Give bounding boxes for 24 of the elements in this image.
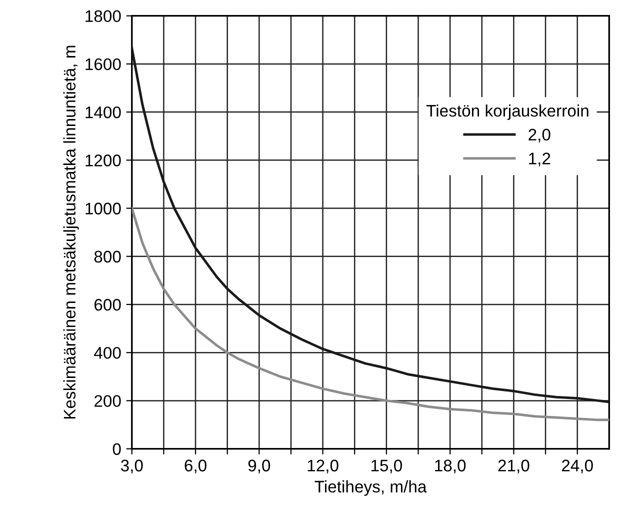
y-tick-label: 1200	[86, 154, 121, 166]
x-tick-label: 9,0	[248, 460, 270, 474]
y-tick-label: 1600	[86, 58, 121, 70]
x-axis-title: Tietiheys, m/ha	[314, 480, 427, 496]
y-tick-label: 1400	[86, 106, 121, 118]
x-tick-label: 3,0	[120, 460, 143, 474]
x-tick-label: 21,0	[498, 460, 530, 474]
legend-label: 1,2	[529, 152, 550, 166]
x-tick-label: 12,0	[308, 460, 338, 474]
legend-title: Tiestön korjauskerroin	[426, 104, 588, 120]
x-tick-label: 18,0	[435, 460, 466, 474]
y-tick-label: 0	[112, 443, 121, 456]
x-tick-label: 15,0	[371, 460, 402, 474]
line-series	[132, 207, 610, 422]
y-tick-label: 600	[94, 298, 121, 311]
y-tick-label: 400	[94, 346, 121, 359]
y-tick-label: 1800	[86, 10, 121, 22]
x-tick-label: 6,0	[184, 460, 206, 474]
legend-label: 2,0	[528, 128, 550, 143]
y-tick-label: 200	[94, 395, 121, 407]
y-tick-label: 800	[94, 250, 121, 263]
y-tick-label: 1000	[86, 202, 121, 214]
y-axis-title: Keskimääräinen metsäkuljetusmatka linnuntietä, m	[63, 46, 79, 419]
x-tick-label: 24,0	[562, 460, 593, 474]
